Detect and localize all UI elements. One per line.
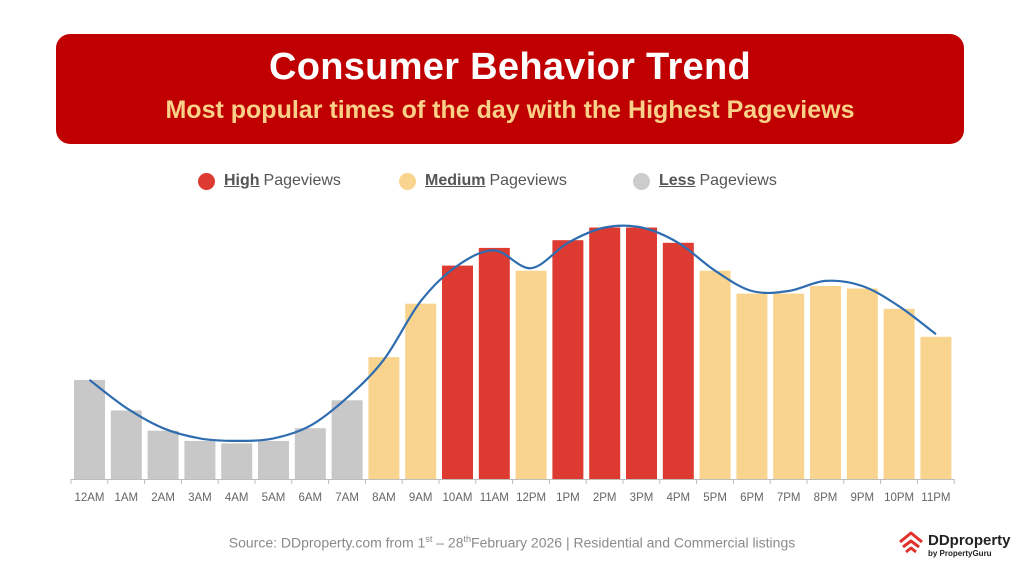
x-tick-label-8am: 8AM <box>372 492 396 504</box>
source-prefix: Source: DDproperty.com from 1 <box>228 534 426 551</box>
legend-key-less: Less <box>659 172 696 189</box>
source-sup-second: th <box>463 534 472 544</box>
x-tick-label-10pm: 10PM <box>884 492 914 504</box>
legend-text-medium: Pageviews <box>489 172 567 189</box>
x-tick-label-3pm: 3PM <box>630 492 654 504</box>
legend-swatch-high <box>198 172 215 190</box>
legend-text-less: Pageviews <box>699 172 777 189</box>
bar-6am <box>294 428 326 479</box>
bar-8am <box>368 357 400 479</box>
bar-7am <box>331 400 363 479</box>
logo-brand-name: DDproperty <box>928 532 1011 549</box>
chart-title: Consumer Behavior Trend <box>268 46 751 88</box>
trend-line <box>88 224 937 443</box>
x-tick-label-6pm: 6PM <box>740 492 764 504</box>
x-tick-label-1pm: 1PM <box>556 492 580 504</box>
source-sup-first: st <box>425 534 433 544</box>
legend-item-medium: Medium Pageviews <box>399 170 567 192</box>
chart-subtitle: Most popular times of the day with the H… <box>165 96 855 124</box>
bar-11pm <box>920 336 952 479</box>
brand-logo: DDproperty by PropertyGuru <box>898 530 1011 561</box>
bar-11am <box>478 247 510 479</box>
source-mid: – 28 <box>432 534 464 551</box>
bar-6pm <box>736 293 768 479</box>
x-tick-label-5am: 5AM <box>262 492 286 504</box>
x-tick-label-8pm: 8PM <box>814 492 838 504</box>
bar-12pm <box>515 270 547 479</box>
x-tick-label-3am: 3AM <box>188 492 212 504</box>
bar-2pm <box>589 227 621 479</box>
bar-10pm <box>883 308 915 479</box>
bar-4pm <box>662 242 694 479</box>
bar-4am <box>221 443 253 479</box>
bar-7pm <box>773 293 805 479</box>
x-tick-label-1am: 1AM <box>114 492 138 504</box>
logo-tagline: by PropertyGuru <box>928 549 992 558</box>
x-tick-label-9pm: 9PM <box>850 492 874 504</box>
legend-swatch-medium <box>399 172 416 190</box>
x-tick-label-12pm: 12PM <box>516 492 546 504</box>
x-tick-label-4am: 4AM <box>225 492 249 504</box>
x-tick-label-10am: 10AM <box>442 492 472 504</box>
legend-key-high: High <box>224 172 260 189</box>
bar-1am <box>110 410 142 479</box>
legend-key-medium: Medium <box>425 172 486 189</box>
source-suffix: February 2026 | Residential and Commerci… <box>471 534 796 551</box>
x-tick-label-11am: 11AM <box>480 492 509 504</box>
x-tick-label-2pm: 2PM <box>593 492 617 504</box>
x-tick-label-7am: 7AM <box>335 492 359 504</box>
ddproperty-logo-icon <box>898 530 924 561</box>
bar-3am <box>184 440 216 479</box>
x-tick-label-11pm: 11PM <box>921 492 950 504</box>
bar-9pm <box>846 288 878 479</box>
bar-2am <box>147 430 179 479</box>
x-tick-label-5pm: 5PM <box>703 492 727 504</box>
bar-3pm <box>626 227 657 479</box>
x-tick-label-6am: 6AM <box>298 492 322 504</box>
x-tick-label-12am: 12AM <box>74 492 104 504</box>
bar-12am <box>74 379 105 479</box>
legend-swatch-less <box>633 172 650 190</box>
x-tick-label-4pm: 4PM <box>666 492 690 504</box>
bar-10am <box>442 265 473 479</box>
bar-8pm <box>810 286 841 479</box>
bar-5pm <box>699 270 731 479</box>
title-banner: Consumer Behavior Trend Most popular tim… <box>56 34 964 144</box>
legend-item-high: High Pageviews <box>198 170 341 192</box>
bar-5am <box>258 440 289 479</box>
x-tick-label-7pm: 7PM <box>777 492 801 504</box>
source-note: Source: DDproperty.com from 1st – 28thFe… <box>0 534 1024 551</box>
x-tick-label-9am: 9AM <box>409 492 433 504</box>
bar-1pm <box>552 240 584 479</box>
x-tick-label-2am: 2AM <box>151 492 175 504</box>
bar-9am <box>405 303 437 479</box>
legend-item-less: Less Pageviews <box>633 170 777 192</box>
legend-text-high: Pageviews <box>263 172 341 189</box>
